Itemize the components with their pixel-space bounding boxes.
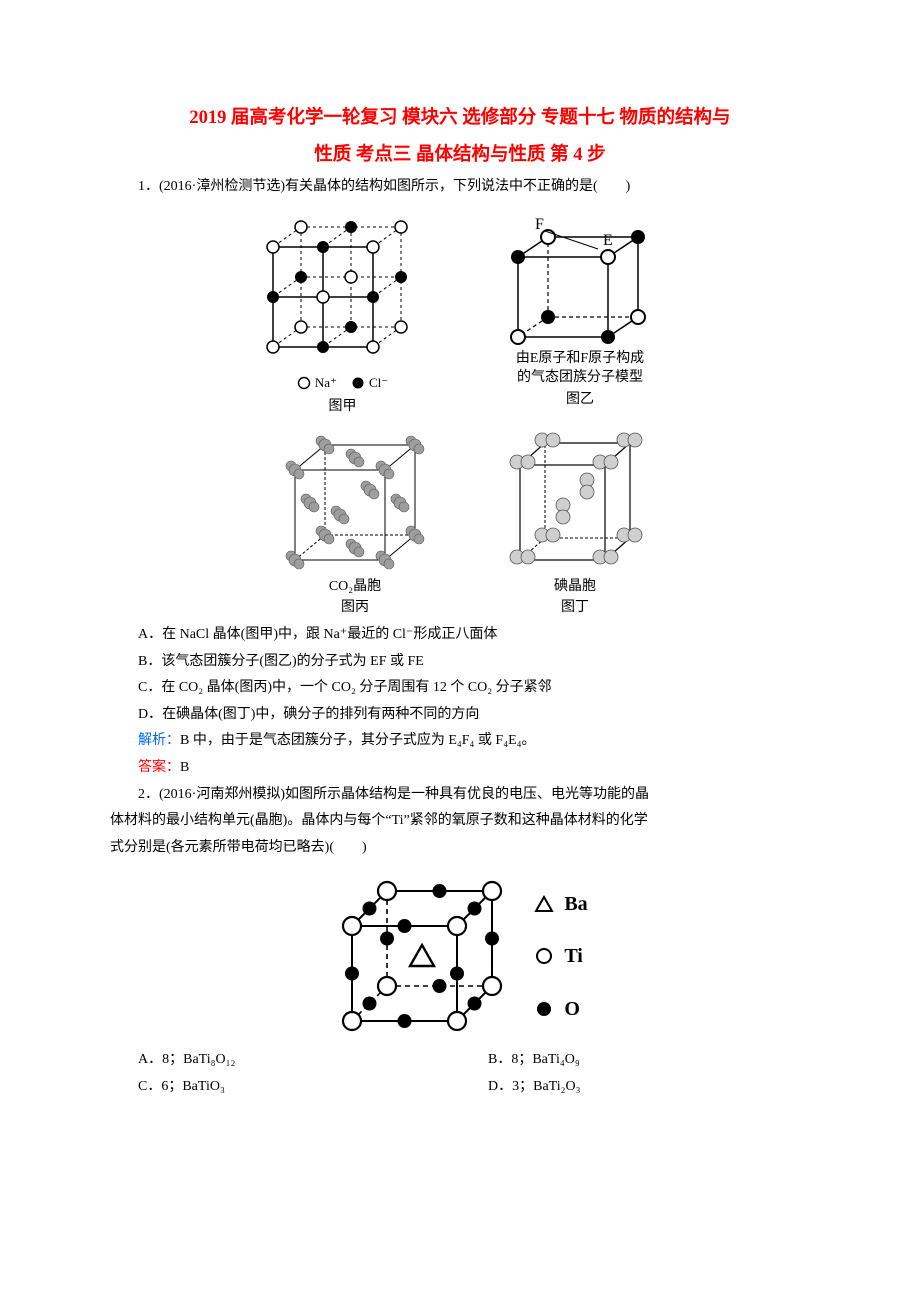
q1-figures-row2: CO₂晶胞 图丙 [110,425,810,618]
legend-na: Na⁺ [297,371,337,396]
q2-optC: C．6；BaTiO₃ [110,1074,460,1101]
answer-label: 答案： [138,760,180,775]
fig-bing: CO₂晶胞 图丙 [270,425,440,618]
label-f: F [535,216,544,233]
legend-cl: Cl⁻ [351,371,388,396]
q2-figure: Ba Ti O [110,871,810,1041]
q1-answer: 答案：B [110,755,810,782]
fig-bing-caption: 图丙 [341,598,369,618]
batio3-cell-icon [332,871,522,1041]
q1-stem: 1．(2016·漳州检测节选)有关晶体的结构如图所示，下列说法中不正确的是( ) [110,174,810,201]
q2-stem-l1: 2．(2016·河南郑州模拟)如图所示晶体结构是一种具有优良的电压、电光等功能的… [110,782,810,809]
legend-ti: Ti [534,937,587,975]
q1-optC: C．在 CO₂ 晶体(图丙)中，一个 CO₂ 分子周围有 12 个 CO₂ 分子… [110,675,810,702]
fig-ding-caption: 图丁 [561,598,589,618]
q1-figures-row1: Na⁺ Cl⁻ 图甲 [110,209,810,417]
q2-legend: Ba Ti O [534,871,587,1041]
title-line-1: 2019 届高考化学一轮复习 模块六 选修部分 专题十七 物质的结构与 [189,108,730,128]
fig-yi-caption: 图乙 [566,390,594,410]
answer-text: B [180,760,189,775]
nacl-lattice-icon [253,209,433,369]
co2-cell-icon [270,425,440,575]
q2-optD: D．3；BaTi₂O₃ [460,1074,810,1101]
q1-optA: A．在 NaCl 晶体(图甲)中，跟 Na⁺最近的 Cl⁻形成正八面体 [110,622,810,649]
q1-analysis: 解析：B 中，由于是气态团簇分子，其分子式应为 E₄F₄ 或 F₄E₄。 [110,728,810,755]
fig-yi-sub: 由E原子和F原子构成 的气态团族分子模型 [516,349,644,388]
q2-stem-l3: 式分别是(各元素所带电荷均已略去)( ) [110,835,810,862]
fig-yi: F E 由E原子和F原子构成 的气态团族分子模型 图乙 [493,209,668,417]
fig-jia-legend: Na⁺ Cl⁻ [297,371,388,396]
fig-bing-sub: CO₂晶胞 [329,577,381,597]
analysis-text: B 中，由于是气态团簇分子，其分子式应为 E₄F₄ 或 F₄E₄。 [180,733,536,748]
label-e: E [603,232,613,249]
analysis-label: 解析： [138,733,180,748]
fig-ding: 碘晶胞 图丁 [500,425,650,618]
cluster-molecule-icon: F E [493,209,668,349]
main-title: 2019 届高考化学一轮复习 模块六 选修部分 专题十七 物质的结构与 性质 考… [110,100,810,174]
legend-o: O [534,990,587,1028]
fig-jia: Na⁺ Cl⁻ 图甲 [253,209,433,417]
q2-opts-row2: C．6；BaTiO₃ D．3；BaTi₂O₃ [110,1074,810,1101]
title-line-2: 性质 考点三 晶体结构与性质 第 4 步 [110,137,810,174]
q2-optB: B．8；BaTi₄O₉ [460,1047,810,1074]
q1-optD: D．在碘晶体(图丁)中，碘分子的排列有两种不同的方向 [110,702,810,729]
q2-optA: A．8；BaTi₈O₁₂ [110,1047,460,1074]
iodine-cell-icon [500,425,650,575]
fig-ding-sub: 碘晶胞 [554,577,596,597]
legend-ba: Ba [534,885,587,923]
q2-opts-row1: A．8；BaTi₈O₁₂ B．8；BaTi₄O₉ [110,1047,810,1074]
q1-optB: B．该气态团簇分子(图乙)的分子式为 EF 或 FE [110,649,810,676]
document-page: 2019 届高考化学一轮复习 模块六 选修部分 专题十七 物质的结构与 性质 考… [0,0,920,1302]
fig-jia-caption: 图甲 [329,397,357,417]
q2-stem-l2: 体材料的最小结构单元(晶胞)。晶体内与每个“Ti”紧邻的氧原子数和这种晶体材料的… [110,808,810,835]
